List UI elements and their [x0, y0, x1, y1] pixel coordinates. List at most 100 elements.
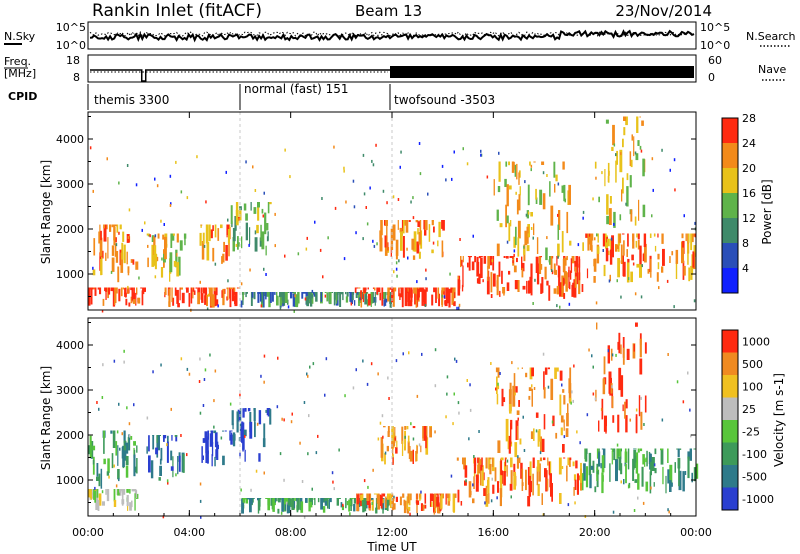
velocity-colorbar-tick: 25	[742, 403, 756, 416]
velocity-cell	[488, 457, 491, 470]
velocity-cell	[369, 493, 371, 501]
velocity-cell	[136, 458, 138, 474]
velocity-cell	[617, 414, 620, 433]
power-speckle	[445, 178, 447, 182]
velocity-speckle	[408, 351, 410, 355]
power-cell	[101, 256, 103, 275]
power-speckle	[658, 286, 660, 290]
velocity-cell	[521, 367, 523, 369]
power-cell	[615, 160, 617, 183]
velocity-cell	[625, 463, 627, 484]
velocity-xtick-label: 00:00	[680, 526, 712, 539]
velocity-cell	[445, 493, 447, 505]
power-cell	[529, 161, 531, 166]
power-cell	[362, 287, 365, 303]
velocity-cell	[651, 457, 655, 471]
power-cell	[573, 279, 577, 298]
power-cell	[639, 145, 642, 150]
velocity-speckle	[186, 453, 188, 457]
power-cell	[503, 256, 506, 258]
velocity-cell	[424, 504, 427, 509]
power-cell	[222, 288, 225, 306]
power-cell	[478, 256, 481, 259]
velocity-cell	[211, 442, 214, 457]
power-cell	[561, 185, 565, 193]
power-cell	[105, 288, 107, 300]
power-cell	[423, 289, 427, 307]
velocity-cell	[122, 445, 125, 467]
power-speckle	[175, 160, 177, 164]
power-cell	[208, 287, 211, 292]
velocity-speckle	[166, 479, 169, 483]
velocity-cell	[392, 503, 396, 510]
power-speckle	[207, 293, 210, 297]
power-speckle	[424, 304, 427, 307]
power-cell	[675, 249, 679, 264]
velocity-ytick-label: 3000	[56, 384, 84, 397]
velocity-colorbar-tick: 1000	[742, 335, 770, 348]
power-cell	[562, 258, 566, 272]
power-cell	[266, 223, 269, 231]
velocity-speckle	[128, 422, 131, 426]
power-cell	[120, 252, 124, 273]
power-cell	[574, 266, 577, 288]
velocity-speckle	[213, 425, 215, 429]
velocity-speckle	[338, 448, 340, 452]
velocity-xtick-label: 00:00	[72, 526, 104, 539]
power-cell	[389, 287, 392, 290]
velocity-cell	[547, 457, 549, 466]
velocity-speckle	[281, 417, 283, 421]
power-cell	[191, 287, 194, 290]
velocity-speckle	[123, 349, 125, 353]
power-cell	[537, 263, 539, 280]
velocity-cell	[291, 498, 294, 510]
velocity-cell	[115, 441, 118, 456]
velocity-speckle	[108, 475, 110, 479]
velocity-cell	[133, 489, 136, 492]
power-cell	[516, 163, 518, 180]
velocity-speckle	[203, 378, 206, 381]
velocity-cell	[653, 482, 655, 487]
velocity-cell	[512, 385, 516, 407]
power-cell	[551, 270, 554, 275]
power-cell	[367, 287, 369, 290]
power-cell	[661, 266, 664, 273]
velocity-cell	[641, 466, 644, 487]
velocity-speckle	[162, 515, 165, 519]
velocity-cell	[442, 493, 444, 499]
power-speckle	[674, 188, 676, 192]
velocity-cell	[529, 480, 532, 493]
velocity-cell	[500, 458, 503, 475]
velocity-speckle	[379, 421, 382, 425]
velocity-cell	[214, 432, 218, 448]
power-cell	[302, 292, 306, 294]
power-cell	[589, 233, 591, 237]
velocity-cell	[419, 493, 421, 498]
velocity-cell	[403, 500, 407, 514]
velocity-colorbar-swatch	[722, 487, 738, 510]
velocity-speckle	[116, 430, 119, 434]
power-cell	[550, 256, 553, 260]
power-speckle	[412, 216, 415, 220]
power-cell	[111, 257, 115, 272]
power-panel	[88, 112, 697, 313]
freq-tick-top: 18	[66, 54, 80, 67]
power-cell	[104, 287, 107, 292]
velocity-cell	[623, 479, 625, 485]
velocity-speckle	[213, 399, 215, 403]
velocity-cell	[501, 388, 504, 407]
power-cell	[407, 287, 411, 307]
power-cell	[568, 281, 571, 290]
power-speckle	[632, 262, 635, 266]
power-cell	[185, 287, 188, 290]
velocity-speckle	[367, 485, 369, 489]
velocity-speckle	[101, 396, 104, 399]
velocity-speckle	[387, 376, 389, 380]
power-speckle	[373, 244, 376, 248]
power-cell	[245, 222, 248, 241]
power-cell	[418, 232, 422, 245]
power-cell	[132, 259, 135, 265]
power-speckle	[327, 236, 329, 240]
power-speckle	[406, 247, 408, 251]
power-cell	[223, 241, 225, 252]
